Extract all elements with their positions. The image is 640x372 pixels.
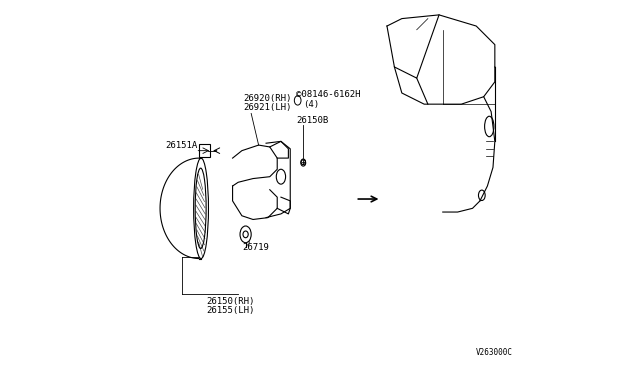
Text: 26920(RH): 26920(RH) bbox=[244, 94, 292, 103]
Text: ©08146-6162H: ©08146-6162H bbox=[296, 90, 360, 99]
Text: 26921(LH): 26921(LH) bbox=[244, 103, 292, 112]
Text: 26155(LH): 26155(LH) bbox=[207, 306, 255, 315]
Text: 26150B: 26150B bbox=[296, 116, 328, 125]
Text: V263000C: V263000C bbox=[476, 348, 513, 357]
Text: 26150(RH): 26150(RH) bbox=[207, 297, 255, 306]
Text: 26719: 26719 bbox=[242, 243, 269, 252]
Text: (4): (4) bbox=[303, 100, 319, 109]
Text: 26151A: 26151A bbox=[166, 141, 198, 150]
